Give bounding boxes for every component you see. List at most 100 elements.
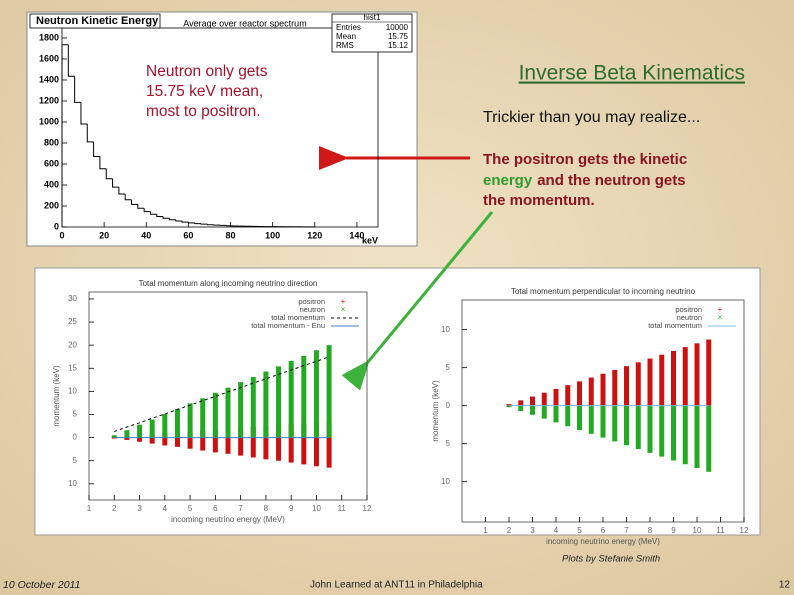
x-tick-label: 8	[648, 526, 653, 535]
range-column	[671, 350, 676, 406]
y-tick-label: 10	[68, 479, 77, 488]
x-tick-label: 20	[99, 230, 109, 240]
range-column	[577, 405, 582, 431]
histogram-bin	[175, 219, 183, 222]
range-column	[174, 432, 180, 447]
histogram-bin	[187, 222, 195, 224]
range-column	[187, 431, 193, 449]
y-axis-label: momentum (keV)	[431, 380, 440, 442]
histogram-bin	[105, 168, 113, 180]
plot-frame	[88, 291, 368, 501]
histogram-bin	[156, 214, 164, 217]
histogram-bin	[162, 216, 170, 219]
chart-title: Total momentum perpendicular to incoming…	[511, 287, 696, 296]
x-tick-label: 80	[226, 230, 236, 240]
range-column	[506, 404, 512, 406]
range-column	[518, 405, 524, 411]
callout-left: 15.75 keV mean,	[146, 83, 263, 100]
x-tick-label: 9	[289, 504, 294, 513]
y-tick-label: 600	[44, 158, 59, 168]
x-tick-label: 3	[530, 526, 535, 535]
range-column	[706, 339, 712, 406]
range-column	[600, 405, 606, 438]
range-column	[647, 358, 653, 406]
histogram-bin	[61, 44, 69, 227]
x-tick-label: 4	[554, 526, 559, 535]
range-column	[174, 408, 180, 438]
range-column	[647, 405, 653, 453]
x-tick-label: 5	[188, 504, 193, 513]
callout-right: energy and the neutron gets	[483, 172, 686, 189]
range-column	[530, 396, 535, 406]
legend-marker: +	[341, 297, 346, 306]
range-column	[162, 433, 168, 446]
x-tick-label: 12	[740, 526, 749, 535]
x-tick-label: 4	[163, 504, 168, 513]
histogram-bin	[74, 76, 81, 103]
stats-label: Entries	[336, 23, 361, 32]
x-tick-label: 3	[137, 504, 142, 513]
range-column	[588, 405, 594, 434]
range-column	[225, 428, 231, 454]
stats-name: hist1	[364, 13, 381, 22]
legend-label: total momentum	[648, 321, 702, 330]
range-column	[659, 354, 665, 406]
range-column	[577, 381, 582, 406]
range-column	[553, 405, 559, 423]
range-column	[600, 373, 606, 406]
range-column	[137, 435, 143, 442]
x-tick-label: 6	[213, 504, 218, 513]
callout-left: Neutron only gets	[146, 63, 268, 80]
x-axis-label: incoming neutrino energy (MeV)	[171, 515, 285, 524]
range-column	[326, 345, 332, 438]
range-column	[149, 434, 155, 444]
x-tick-label: 7	[238, 504, 243, 513]
stats-label: RMS	[336, 41, 354, 50]
range-column	[565, 385, 571, 406]
callout-highlight: energy	[483, 172, 533, 189]
x-tick-label: 1	[483, 526, 488, 535]
y-tick-label: 0	[54, 221, 59, 231]
y-tick-label: 200	[44, 200, 59, 210]
range-column	[694, 405, 700, 469]
legend-marker: +	[718, 305, 723, 314]
histogram-bin	[206, 224, 214, 226]
x-tick-label: 100	[265, 230, 280, 240]
range-column	[200, 398, 206, 438]
y-tick-label: 1200	[39, 95, 59, 105]
range-column	[212, 429, 218, 453]
stats-value: 10000	[386, 23, 409, 32]
histogram-bin	[80, 102, 88, 125]
histogram-bin	[168, 218, 176, 221]
y-tick-label: 1600	[39, 53, 59, 63]
range-column	[263, 426, 269, 460]
y-tick-label: 1000	[39, 116, 59, 126]
histogram-bin	[118, 187, 126, 195]
footer-center: John Learned at ANT11 in Philadelphia	[310, 580, 483, 591]
range-column	[671, 405, 676, 461]
range-column	[313, 422, 319, 467]
callout-right: the momentum.	[483, 192, 595, 209]
histogram-bin	[143, 208, 151, 213]
y-tick-label: 400	[44, 179, 59, 189]
y-tick-label: 5	[73, 456, 78, 465]
stats-value: 15.75	[388, 32, 409, 41]
chart-title: Neutron Kinetic Energy	[36, 15, 159, 27]
range-column	[250, 377, 256, 438]
legend-label: positron	[675, 305, 702, 314]
chart-title: Total momentum along incoming neutrino d…	[139, 279, 318, 288]
x-tick-label: 40	[141, 230, 151, 240]
histogram-bin	[86, 123, 94, 143]
range-column	[682, 405, 688, 465]
legend-marker: ×	[341, 305, 346, 314]
histogram-bin	[124, 194, 132, 201]
histogram-bin	[131, 199, 138, 205]
callout-left: most to positron.	[146, 103, 261, 120]
x-tick-label: 5	[577, 526, 582, 535]
x-tick-label: 140	[349, 230, 364, 240]
range-column	[326, 421, 332, 468]
y-tick-label: 800	[44, 137, 59, 147]
y-axis-label: momentum (keV)	[52, 365, 61, 427]
